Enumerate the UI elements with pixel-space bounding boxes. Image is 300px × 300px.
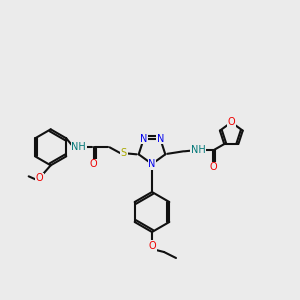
Text: O: O (148, 241, 156, 251)
Text: O: O (90, 159, 98, 169)
Text: NH: NH (71, 142, 86, 152)
Text: O: O (209, 162, 217, 172)
Text: S: S (121, 148, 127, 158)
Text: O: O (227, 117, 235, 127)
Text: O: O (36, 173, 44, 183)
Text: NH: NH (191, 145, 206, 155)
Text: N: N (140, 134, 148, 144)
Text: N: N (157, 134, 164, 144)
Text: N: N (148, 159, 156, 169)
